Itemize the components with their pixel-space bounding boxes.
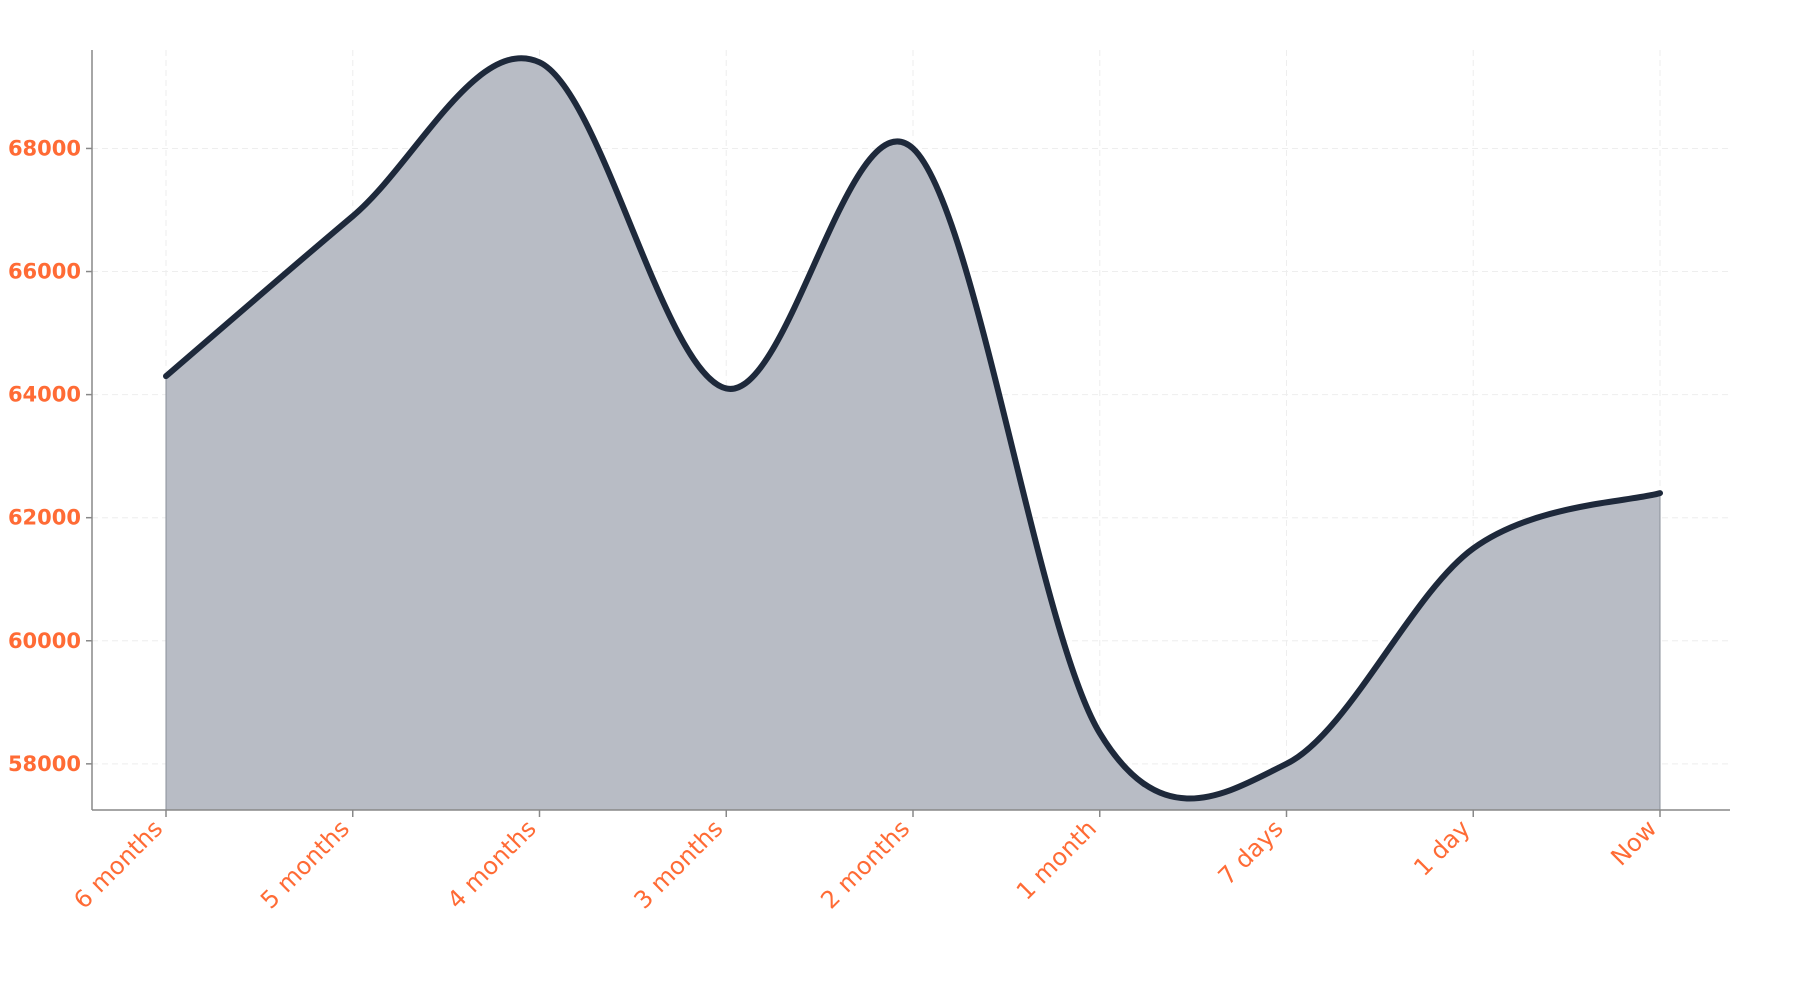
y-tick-label: 68000 — [8, 136, 81, 160]
x-tick-label: 1 day — [1408, 814, 1475, 881]
series-line — [163, 55, 1663, 802]
x-tick-label: 5 months — [255, 814, 355, 914]
x-tick-label: 2 months — [815, 814, 915, 914]
x-tick-label: 1 month — [1011, 814, 1102, 905]
x-tick-label: Now — [1605, 814, 1662, 871]
x-tick-label: 6 months — [68, 814, 168, 914]
x-tick-label: 4 months — [442, 814, 542, 914]
x-tick-label: 3 months — [629, 814, 729, 914]
axis-layer — [86, 50, 1730, 817]
area-layer — [165, 57, 1661, 810]
y-tick-label: 66000 — [8, 260, 81, 284]
line-layer — [163, 55, 1663, 802]
y-tick-label: 64000 — [8, 383, 81, 407]
y-tick-label: 60000 — [8, 629, 81, 653]
y-tick-label: 58000 — [8, 752, 81, 776]
area-fill — [165, 57, 1661, 810]
y-tick-label: 62000 — [8, 506, 81, 530]
x-tick-label: 7 days — [1213, 814, 1289, 890]
